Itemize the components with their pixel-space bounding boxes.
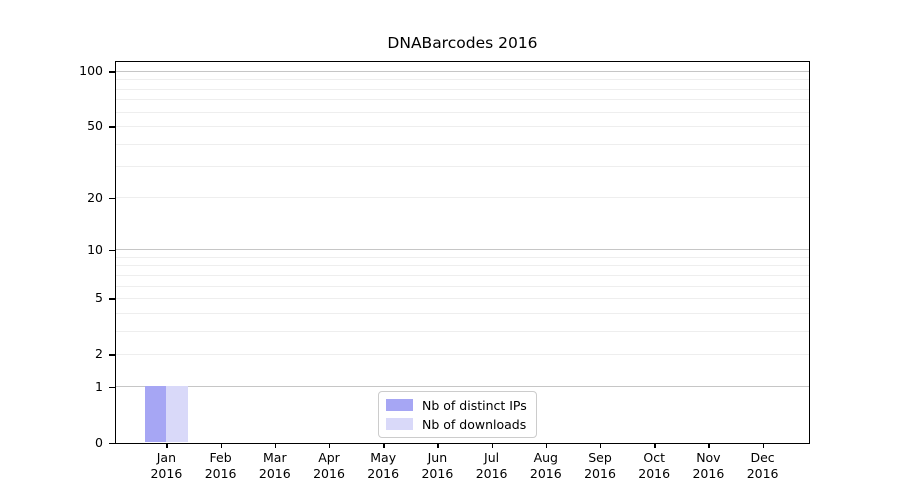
- minor-gridline: [116, 330, 809, 332]
- minor-gridline: [116, 197, 809, 199]
- y-tick-mark: [109, 354, 115, 356]
- minor-gridline: [116, 312, 809, 314]
- x-tick-label: Sep 2016: [584, 450, 616, 481]
- x-tick-label: Feb 2016: [204, 450, 237, 481]
- y-tick-label: 0: [95, 434, 103, 450]
- minor-gridline: [116, 265, 809, 267]
- legend-swatch-distinct-ips-icon: [386, 399, 413, 411]
- minor-gridline: [116, 274, 809, 276]
- major-gridline: [116, 249, 809, 251]
- minor-gridline: [116, 88, 809, 90]
- minor-gridline: [116, 166, 809, 168]
- minor-gridline: [116, 79, 809, 81]
- legend: Nb of distinct IPs Nb of downloads: [378, 391, 537, 438]
- chart-title: DNABarcodes 2016: [387, 34, 538, 52]
- y-tick-mark: [109, 442, 115, 444]
- legend-swatch-downloads-icon: [386, 418, 413, 430]
- x-tick-mark: [329, 443, 331, 448]
- x-tick-mark: [166, 443, 168, 448]
- x-tick-label: Jun 2016: [421, 450, 454, 481]
- x-tick-mark: [437, 443, 439, 448]
- x-tick-mark: [545, 443, 548, 448]
- legend-item-distinct-ips: Nb of distinct IPs: [386, 397, 527, 413]
- minor-gridline: [116, 257, 809, 258]
- x-tick-label: Oct 2016: [638, 450, 671, 481]
- x-tick-mark: [600, 443, 602, 448]
- y-tick-label: 2: [95, 346, 103, 362]
- legend-label-downloads: Nb of downloads: [422, 416, 527, 432]
- minor-gridline: [116, 125, 809, 127]
- bar-nb-of-distinct-ips: [144, 386, 166, 443]
- x-tick-mark: [491, 443, 493, 448]
- x-tick-label: Jul 2016: [475, 450, 508, 481]
- x-tick-label: May 2016: [367, 450, 400, 481]
- y-tick-mark: [109, 298, 115, 300]
- y-tick-label: 1: [95, 378, 103, 394]
- x-tick-label: Nov 2016: [692, 450, 725, 481]
- x-tick-mark: [383, 443, 385, 448]
- x-tick-label: Jan 2016: [150, 450, 183, 481]
- x-tick-label: Aug 2016: [529, 450, 562, 481]
- x-tick-mark: [274, 443, 277, 448]
- y-tick-mark: [109, 249, 115, 252]
- legend-label-distinct-ips: Nb of distinct IPs: [422, 397, 527, 413]
- y-tick-mark: [109, 197, 115, 200]
- minor-gridline: [116, 298, 809, 300]
- x-tick-mark: [762, 443, 764, 448]
- minor-gridline: [116, 353, 809, 355]
- minor-gridline: [116, 143, 809, 145]
- plot-area: Nb of distinct IPs Nb of downloads: [115, 61, 810, 444]
- y-tick-label: 5: [95, 290, 103, 306]
- y-tick-label: 50: [87, 118, 103, 134]
- y-tick-mark: [109, 126, 115, 128]
- x-tick-mark: [220, 443, 222, 448]
- y-tick-label: 100: [79, 63, 103, 79]
- major-gridline: [116, 71, 809, 73]
- major-gridline: [116, 386, 809, 388]
- x-tick-mark: [654, 443, 656, 448]
- x-tick-label: Apr 2016: [313, 450, 345, 481]
- y-tick-label: 10: [87, 241, 103, 257]
- bar-nb-of-downloads: [166, 386, 188, 443]
- y-tick-mark: [109, 386, 115, 389]
- minor-gridline: [116, 99, 809, 101]
- minor-gridline: [116, 285, 809, 287]
- y-tick-mark: [109, 71, 115, 73]
- x-tick-label: Dec 2016: [746, 450, 779, 481]
- legend-item-downloads: Nb of downloads: [386, 416, 527, 432]
- y-tick-label: 20: [87, 189, 103, 205]
- x-tick-label: Mar 2016: [258, 450, 291, 481]
- minor-gridline: [116, 111, 809, 113]
- x-tick-mark: [708, 443, 710, 448]
